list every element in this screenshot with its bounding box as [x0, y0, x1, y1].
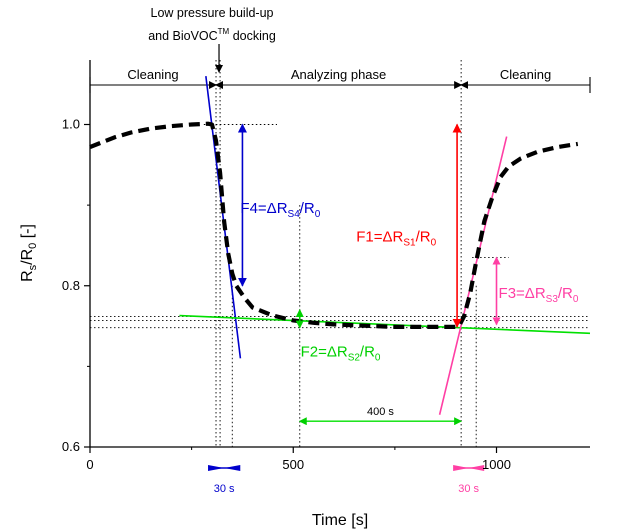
interval-arrowhead	[224, 465, 241, 471]
interval-label: 30 s	[458, 483, 479, 495]
top-annotation: Low pressure build-up and BioVOCTM docki…	[148, 6, 276, 73]
ticks: 0 500 1000 0.6 0.8 1.0	[62, 117, 511, 473]
data-series	[89, 121, 579, 329]
top-annotation-sup: TM	[218, 27, 230, 36]
phase-bar: Cleaning Analyzing phase Cleaning	[89, 67, 591, 93]
interval-markers: 400 s 30 s 30 s	[208, 406, 485, 495]
phase-label: Cleaning	[127, 67, 178, 82]
y-tick-label: 0.6	[62, 439, 80, 454]
x-axis-label: Time [s]	[312, 512, 368, 529]
tangent-line	[438, 136, 508, 415]
phase-label: Cleaning	[500, 67, 551, 82]
x-tick-label: 1000	[482, 457, 511, 472]
measure-label-f3: F3=ΔRS3/R0	[499, 285, 579, 305]
axes	[89, 60, 590, 448]
y-label-sub2: 0	[27, 243, 39, 249]
y-tick-label: 1.0	[62, 117, 80, 132]
measure-label-f1: F1=ΔRS1/R0	[356, 228, 436, 248]
interval-arrowhead	[453, 465, 469, 471]
x-tick-label: 500	[282, 457, 304, 472]
y-tick-label: 0.8	[62, 278, 80, 293]
interval-arrowhead	[208, 465, 225, 471]
measure-label-f4: F4=ΔRS4/R0	[240, 200, 320, 220]
y-label-mid: /R	[19, 249, 36, 265]
measure-label-f2: F2=ΔRS2/R0	[301, 344, 381, 364]
interval-arrowhead	[468, 465, 485, 471]
interval-label: 400 s	[367, 406, 394, 418]
top-annotation-line2: and BioVOCTM docking	[148, 27, 276, 43]
y-axis-label: Rs/R0 [-]	[19, 224, 39, 282]
interval-label: 30 s	[214, 483, 235, 495]
top-annotation-prefix: and BioVOC	[148, 29, 217, 43]
reference-lines	[90, 60, 590, 447]
phase-label: Analyzing phase	[291, 67, 386, 82]
tangent-lines	[179, 76, 591, 415]
y-label-main: R	[19, 270, 36, 282]
series-line	[89, 121, 579, 329]
x-tick-label: 0	[86, 457, 93, 472]
y-label-sub1: s	[27, 264, 39, 270]
y-label-tail: [-]	[19, 224, 36, 243]
top-annotation-line1: Low pressure build-up	[151, 6, 274, 20]
measure-arrows: F4=ΔRS4/R0 F1=ΔRS1/R0 F2=ΔRS2/R0 F3=ΔRS3/R0	[237, 123, 579, 364]
top-annotation-suffix: docking	[229, 29, 276, 43]
